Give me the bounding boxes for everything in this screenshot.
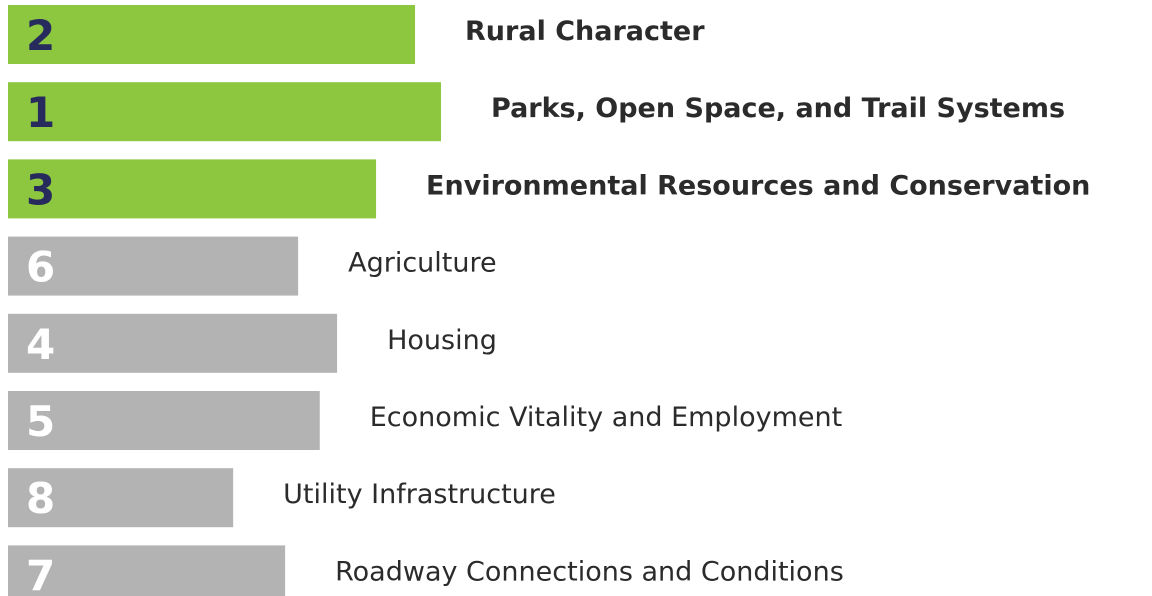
rank-label: 3	[26, 165, 55, 214]
bar	[8, 545, 286, 596]
rank-label: 4	[26, 320, 55, 369]
category-label: Roadway Connections and Conditions	[335, 556, 844, 587]
category-label: Housing	[387, 325, 497, 356]
rank-label: 5	[26, 397, 55, 446]
bar	[8, 236, 299, 296]
bar	[8, 468, 234, 528]
rank-label: 1	[26, 88, 55, 137]
rank-label: 7	[26, 551, 55, 596]
rank-label: 8	[26, 474, 55, 523]
category-label: Economic Vitality and Employment	[370, 402, 842, 433]
category-label: Environmental Resources and Conservation	[426, 170, 1090, 201]
bar	[8, 5, 416, 64]
bar	[8, 313, 338, 373]
bar	[8, 82, 441, 142]
category-label: Rural Character	[465, 16, 705, 47]
category-label: Parks, Open Space, and Trail Systems	[491, 93, 1065, 124]
category-label: Agriculture	[348, 248, 497, 279]
rank-label: 6	[26, 243, 55, 292]
bar	[8, 159, 377, 219]
bar	[8, 391, 320, 450]
category-label: Utility Infrastructure	[283, 479, 556, 510]
rank-label: 2	[26, 11, 55, 60]
